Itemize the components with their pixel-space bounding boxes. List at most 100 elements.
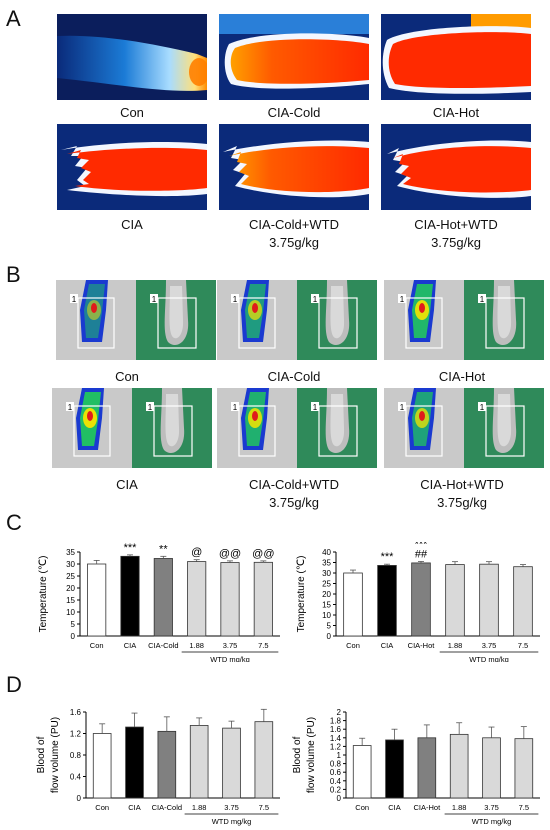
thermal-image-cia — [57, 124, 207, 210]
x-tick-label: 7.5 — [519, 803, 529, 812]
y-tick-label: 5 — [71, 620, 76, 629]
y-tick-label: 1.6 — [330, 725, 342, 734]
y-tick-label: 1.6 — [70, 708, 82, 717]
svg-text:1: 1 — [400, 403, 405, 412]
x-tick-label: Con — [90, 641, 104, 650]
group-label: WTD mg/kg — [469, 655, 509, 662]
caption-b-cia-cold: CIA-Cold — [267, 369, 321, 384]
group-label: WTD mg/kg — [212, 817, 252, 826]
bar-3-75 — [479, 563, 499, 637]
y-tick-label: 35 — [322, 559, 331, 568]
y-axis-label: Blood of — [36, 736, 47, 773]
bar-cia — [377, 565, 397, 637]
y-tick-label: 15 — [66, 596, 75, 605]
x-tick-label: Con — [355, 803, 369, 812]
bar-7-5 — [513, 566, 533, 637]
x-tick-label: CIA — [381, 641, 394, 650]
bar-1-88 — [449, 733, 469, 799]
significance-label: *** — [381, 551, 395, 563]
bar-cia — [120, 555, 140, 637]
y-tick-label: 30 — [322, 569, 331, 578]
caption-line1: CIA — [121, 217, 143, 232]
y-tick-label: 20 — [322, 590, 331, 599]
x-tick-label: 3.75 — [224, 803, 239, 812]
caption-line2: 3.75g/kg — [431, 235, 481, 250]
x-tick-label: 1.88 — [192, 803, 207, 812]
thermal-image-cia-hot — [381, 14, 531, 100]
caption-a-con: Con — [120, 105, 144, 120]
svg-text:1: 1 — [152, 295, 157, 304]
x-tick-label: 3.75 — [223, 641, 238, 650]
y-tick-label: 0 — [77, 794, 82, 803]
y-axis-label: flow volume (PU) — [306, 717, 317, 793]
panel-label-b: B — [6, 262, 21, 287]
svg-text:1: 1 — [313, 295, 318, 304]
y-tick-label: 20 — [66, 584, 75, 593]
svg-text:1: 1 — [148, 403, 153, 412]
bar-cia-hot — [417, 737, 437, 799]
y-tick-label: 0.4 — [330, 777, 342, 786]
bar-con — [92, 733, 112, 799]
x-tick-label: 3.75 — [482, 641, 497, 650]
svg-text:1: 1 — [233, 403, 238, 412]
x-tick-label: CIA-Cold — [148, 641, 178, 650]
significance-label: ## — [415, 548, 428, 560]
thermal-image-cia-cold — [219, 14, 369, 100]
caption-line1: CIA-Hot+WTD — [420, 477, 504, 492]
y-tick-label: 35 — [66, 548, 75, 557]
svg-text:1: 1 — [480, 295, 485, 304]
x-tick-label: 7.5 — [518, 641, 528, 650]
y-tick-label: 0 — [71, 632, 76, 641]
x-tick-label: CIA — [128, 803, 141, 812]
caption-line1: CIA — [116, 477, 138, 492]
caption-b-cia-cold-wtd: CIA-Cold+WTD 3.75g/kg — [209, 476, 379, 512]
y-tick-label: 1.4 — [330, 734, 342, 743]
caption-line2: 3.75g/kg — [269, 495, 319, 510]
caption-line1: CIA-Cold+WTD — [249, 217, 339, 232]
svg-text:1: 1 — [480, 403, 485, 412]
caption-a-cia-hot-wtd: CIA-Hot+WTD 3.75g/kg — [371, 216, 541, 252]
group-label: WTD mg/kg — [472, 817, 512, 826]
caption-b-cia: CIA — [42, 476, 212, 494]
y-tick-label: 10 — [66, 608, 75, 617]
chart-d-blood-flow-cold: 0 0.4 0.8 1.2 1.6 Blood of flow volume (PU) Con… — [36, 708, 280, 826]
x-tick-label: CIA — [124, 641, 137, 650]
x-tick-label: CIA-Hot — [408, 641, 436, 650]
bar-3-75 — [222, 727, 241, 799]
y-tick-label: 15 — [322, 601, 331, 610]
y-tick-label: 0 — [337, 794, 342, 803]
bar-1-88 — [445, 564, 465, 637]
bar-con — [87, 563, 107, 637]
panel-label-c: C — [6, 510, 22, 535]
caption-line1: CIA-Cold+WTD — [249, 477, 339, 492]
y-tick-label: 1.2 — [330, 742, 342, 751]
significance-label: *** — [124, 542, 138, 554]
panel-label-d: D — [6, 672, 22, 697]
significance-label: @ — [191, 547, 202, 559]
y-tick-label: 0.4 — [70, 773, 82, 782]
x-tick-label: 1.88 — [448, 641, 463, 650]
y-tick-label: 5 — [327, 622, 332, 631]
x-tick-label: CIA-Hot — [413, 803, 441, 812]
bar-3-75 — [482, 737, 501, 799]
caption-b-cia-hot-wtd: CIA-Hot+WTD 3.75g/kg — [377, 476, 547, 512]
x-tick-label: Con — [346, 641, 360, 650]
y-tick-label: 0.8 — [70, 751, 82, 760]
bar-3-75 — [220, 562, 240, 637]
svg-text:1: 1 — [72, 295, 77, 304]
y-tick-label: 1 — [337, 751, 342, 760]
thermal-image-con — [57, 14, 207, 100]
x-tick-label: 1.88 — [452, 803, 467, 812]
bar-1-88 — [187, 561, 207, 637]
y-tick-label: 0.8 — [330, 760, 342, 769]
significance-label: *** — [415, 542, 429, 550]
y-tick-label: 2 — [337, 708, 342, 717]
bar-7-5 — [514, 738, 534, 799]
svg-text:1: 1 — [233, 295, 238, 304]
